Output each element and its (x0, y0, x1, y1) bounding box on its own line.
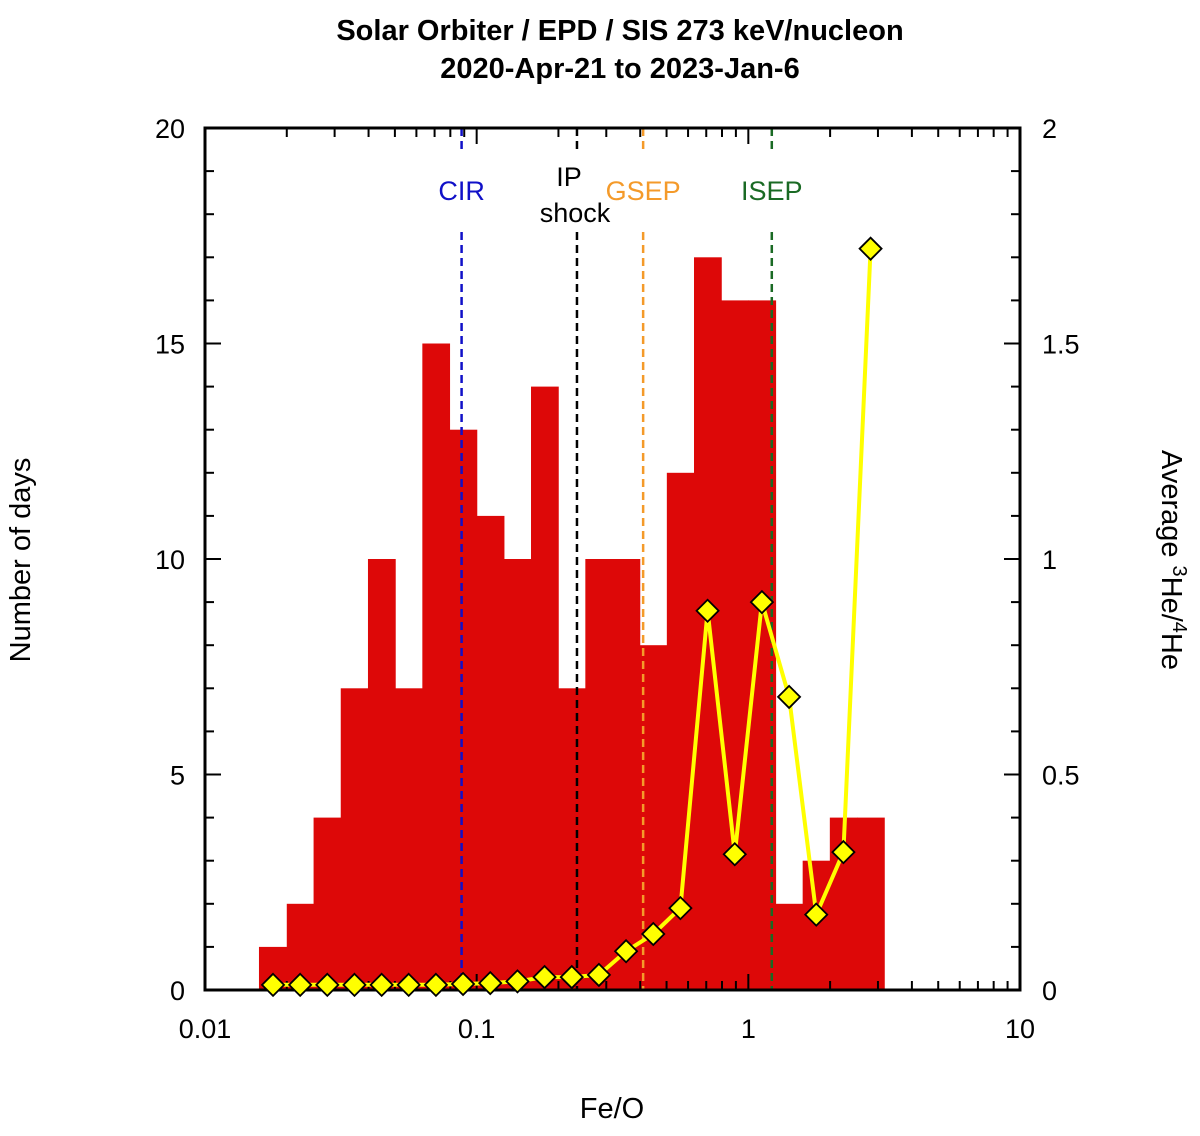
x-axis-label: Fe/O (580, 1093, 644, 1125)
y2-label-sup2: 4 (1168, 622, 1190, 633)
x-tick-label: 1 (741, 1014, 756, 1044)
histogram-bar (449, 429, 478, 990)
he-ratio-point (776, 684, 802, 710)
gsep-label: GSEP (606, 176, 681, 206)
y2-label-suffix: He (1155, 633, 1187, 670)
isep-label: ISEP (741, 176, 803, 206)
y2-label-sup1: 3 (1168, 566, 1190, 577)
y2-axis-label: Average 3He/4He (1155, 450, 1190, 670)
he-ratio-point (640, 921, 666, 947)
he-ratio-point (695, 598, 720, 623)
histogram-bar (558, 688, 586, 990)
y2-label-mid: He/ (1155, 577, 1187, 623)
histogram-bar (721, 300, 749, 990)
he-ratio-point (532, 964, 557, 990)
x-tick-label: 0.01 (179, 1014, 232, 1044)
he-ratio-point (450, 971, 476, 997)
axis-ticks (204, 127, 1021, 991)
he-ratio-point (342, 972, 367, 998)
y-tick-label: 10 (155, 545, 185, 575)
histogram-bar (395, 688, 423, 990)
he-ratio-point (423, 972, 449, 998)
x-tick-label: 0.1 (458, 1014, 496, 1044)
he-ratio-point (586, 962, 612, 988)
he-ratio-point (287, 972, 313, 998)
histogram-bar (503, 559, 532, 990)
he-ratio-series (260, 236, 883, 998)
cir-label: CIR (438, 176, 485, 206)
histogram-bar (775, 903, 804, 990)
x-tick-label: 10 (1005, 1014, 1035, 1044)
he-ratio-point (722, 841, 748, 867)
histogram-bar (422, 343, 451, 990)
histogram-bar (340, 688, 369, 990)
he-ratio-point (396, 972, 421, 998)
he-ratio-point (831, 839, 856, 865)
y2-label-prefix: Average (1155, 450, 1187, 566)
y2-tick-label: 1.5 (1042, 330, 1080, 360)
y2-tick-label: 0.5 (1042, 761, 1080, 791)
he-ratio-point (668, 895, 693, 921)
he-ratio-point (559, 964, 585, 990)
chart-title: Solar Orbiter / EPD / SIS 273 keV/nucleo… (336, 15, 903, 47)
shock-label-line1: IP (556, 162, 582, 192)
chart-subtitle: 2020-Apr-21 to 2023-Jan-6 (440, 53, 799, 85)
histogram-bar (531, 386, 559, 991)
he-ratio-point (749, 589, 775, 615)
he-ratio-point (315, 972, 340, 998)
he-ratio-point (505, 969, 530, 994)
histogram-bar (367, 559, 396, 990)
histogram-bar (857, 817, 885, 990)
y-tick-label: 20 (155, 114, 185, 144)
he-ratio-point (803, 902, 829, 927)
y-tick-label: 5 (170, 761, 185, 791)
histogram-bar (476, 515, 505, 990)
y2-tick-label: 1 (1042, 545, 1057, 575)
y-axis-label: Number of days (5, 458, 37, 663)
histogram-bar (585, 559, 614, 990)
he-ratio-point (260, 972, 286, 998)
histogram-bar (612, 559, 641, 990)
he-ratio-point (858, 236, 883, 261)
y-tick-label: 15 (155, 330, 185, 360)
he-ratio-point (477, 970, 503, 996)
y2-tick-label: 2 (1042, 114, 1057, 144)
histogram-bar (313, 817, 342, 990)
shock-label-line2: shock (540, 198, 611, 228)
he-ratio-point (369, 972, 394, 998)
y-tick-label: 0 (170, 976, 185, 1006)
histogram-bars (258, 257, 885, 991)
y2-tick-label: 0 (1042, 976, 1057, 1006)
he-ratio-point (613, 938, 639, 964)
